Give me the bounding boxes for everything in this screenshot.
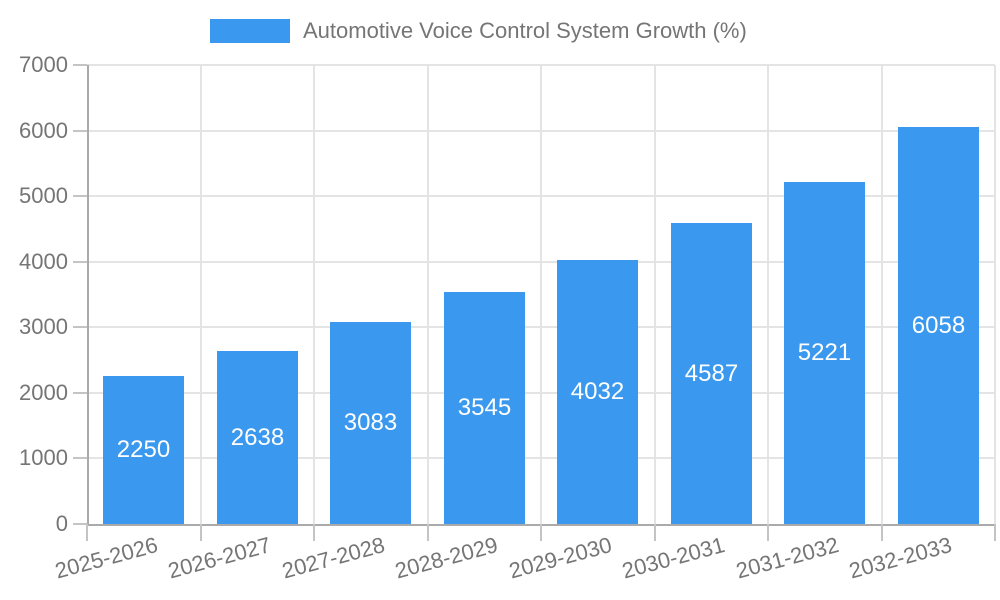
y-axis-tick xyxy=(73,457,87,460)
x-axis-tick-label: 2031-2032 xyxy=(732,532,841,584)
x-axis-tick xyxy=(994,524,996,541)
bar[interactable]: 6058 xyxy=(898,127,979,524)
bar[interactable]: 5221 xyxy=(784,182,865,524)
y-axis-tick-label: 1000 xyxy=(19,445,68,471)
y-axis-tick-label: 7000 xyxy=(19,52,68,77)
legend-item[interactable]: Automotive Voice Control System Growth (… xyxy=(210,19,747,43)
x-axis-tick xyxy=(199,524,202,541)
y-axis-tick xyxy=(73,64,87,66)
y-axis-tick-label: 5000 xyxy=(19,183,68,209)
x-axis-tick-label: 2028-2029 xyxy=(392,532,501,584)
gridline-vertical xyxy=(653,65,656,524)
x-axis-tick-label: 2025-2026 xyxy=(51,532,160,584)
bar-value-label: 2250 xyxy=(116,436,171,463)
bar-value-label: 3083 xyxy=(343,409,398,436)
bar-value-label: 5221 xyxy=(797,339,852,366)
bar[interactable]: 3083 xyxy=(330,322,411,524)
bar-value-label: 4032 xyxy=(570,378,625,405)
plot-area: 2250 2638 3083 3545 4032 4587 5221 6058 xyxy=(87,64,996,526)
gridline-vertical xyxy=(994,65,996,524)
x-axis-tick xyxy=(426,524,429,541)
y-axis-line xyxy=(87,65,89,524)
y-axis-tick-label: 3000 xyxy=(19,314,68,340)
gridline-vertical xyxy=(767,65,769,524)
x-axis-tick-label: 2027-2028 xyxy=(278,532,387,584)
bar-value-label: 2638 xyxy=(230,423,285,451)
bar[interactable]: 4032 xyxy=(557,260,638,524)
x-axis-tick xyxy=(653,524,656,541)
gridline-vertical xyxy=(540,65,542,524)
y-axis-tick xyxy=(73,326,87,329)
bar-value-label: 4587 xyxy=(684,359,739,387)
gridline-vertical xyxy=(199,65,202,524)
bar[interactable]: 4587 xyxy=(671,223,752,524)
x-axis-tick xyxy=(313,524,315,541)
x-axis-tick xyxy=(540,524,542,541)
legend-swatch xyxy=(210,19,290,43)
x-axis-tick-label: 2026-2027 xyxy=(165,532,274,584)
bar[interactable]: 2638 xyxy=(217,351,298,524)
y-axis-tick-label: 4000 xyxy=(19,248,68,274)
gridline-vertical xyxy=(880,65,883,524)
y-axis-tick-label: 6000 xyxy=(19,117,68,143)
bar[interactable]: 3545 xyxy=(444,292,525,524)
gridline-vertical xyxy=(313,65,315,524)
y-axis-tick xyxy=(73,391,87,394)
gridline-vertical xyxy=(426,65,429,524)
bar[interactable]: 2250 xyxy=(103,376,184,524)
y-axis-tick xyxy=(73,129,87,132)
x-axis-tick-label: 2032-2033 xyxy=(846,532,955,584)
x-axis-tick xyxy=(767,524,769,541)
x-axis-tick-label: 2030-2031 xyxy=(619,532,728,584)
x-axis-tick xyxy=(880,524,883,541)
y-axis-tick-label: 0 xyxy=(55,511,68,536)
bar-value-label: 3545 xyxy=(457,394,512,421)
y-axis-tick xyxy=(73,523,87,525)
y-axis-tick-label: 2000 xyxy=(19,379,68,405)
y-axis-tick xyxy=(73,260,87,263)
y-axis-tick xyxy=(73,195,87,198)
x-axis-tick xyxy=(86,524,88,541)
legend-label: Automotive Voice Control System Growth (… xyxy=(303,18,747,43)
bar-value-label: 6058 xyxy=(911,311,966,339)
x-axis-tick-label: 2029-2030 xyxy=(505,532,614,584)
